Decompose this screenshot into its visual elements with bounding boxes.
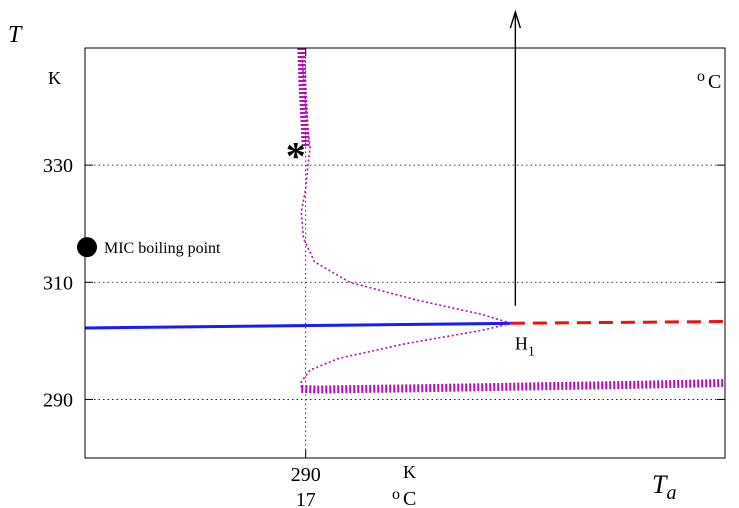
series-group [84,47,726,394]
hopf-label: H1 [515,333,535,359]
series-line-1 [84,321,511,330]
y-tick-label-left: 290 [43,389,73,411]
series-line-3 [300,47,512,325]
series-line-6 [297,47,310,148]
star-marker: * [286,134,306,179]
y-unit-left: K [48,68,61,88]
y-tick-label-left: 330 [43,155,73,177]
x-axis-label: Ta [652,470,676,504]
mic-boiling-point-label: MIC boiling point [104,240,221,257]
series-line-2 [510,320,726,325]
x-tick-label: 290 [291,464,321,486]
y-axis-label: T [8,22,23,48]
annotations: MIC boiling point * H1 [77,9,535,359]
ticks: 29013310333305329017 [43,48,725,508]
arrow-head [509,9,522,29]
series-line-4 [300,322,512,389]
x-unit-top: K [403,462,416,482]
mic-boiling-point-marker [77,237,97,258]
series-line-5 [301,379,726,394]
y-tick-label-left: 310 [43,272,73,294]
x-tick-label-celsius: 17 [296,489,316,508]
